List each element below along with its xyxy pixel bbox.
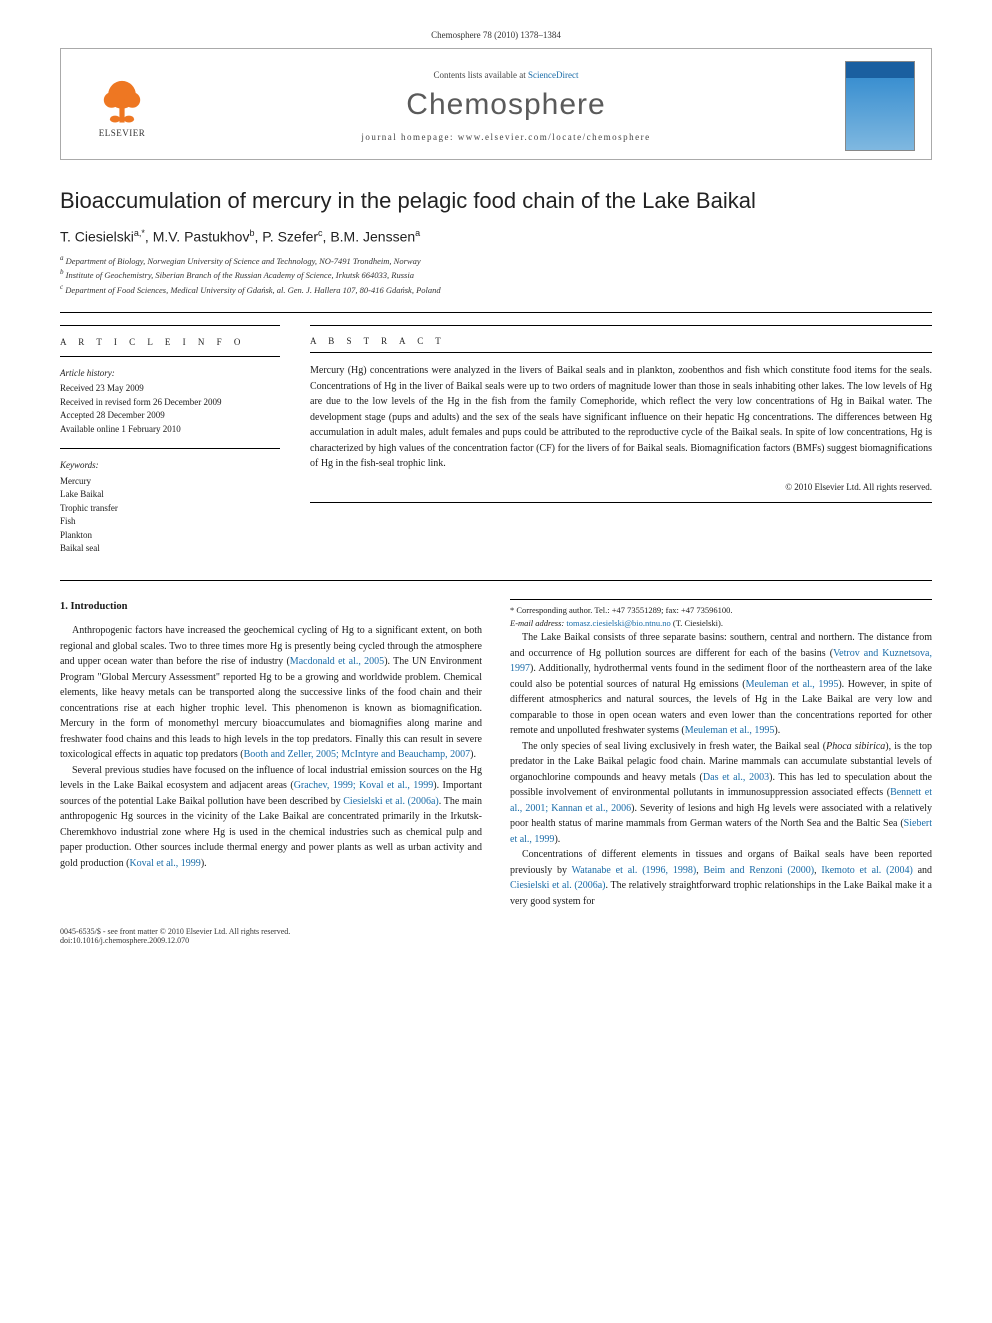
keyword: Plankton (60, 529, 280, 543)
doi-line: doi:10.1016/j.chemosphere.2009.12.070 (60, 936, 290, 945)
citation-link[interactable]: Koval et al., 1999 (129, 858, 200, 869)
affiliation-text: Department of Biology, Norwegian Univers… (66, 255, 421, 265)
body-paragraph: Anthropogenic factors have increased the… (60, 623, 482, 763)
citation-link[interactable]: Booth and Zeller, 2005; McIntyre and Bea… (244, 749, 470, 760)
author: B.M. Jenssen (330, 229, 415, 245)
affiliation: c Department of Food Sciences, Medical U… (60, 282, 932, 297)
author-aff-marker: a,* (134, 228, 145, 238)
species-name: Phoca sibirica (826, 741, 885, 752)
corresponding-author-block: * Corresponding author. Tel.: +47 735512… (510, 599, 932, 630)
body-paragraph: The Lake Baikal consists of three separa… (510, 630, 932, 739)
footer-left: 0045-6535/$ - see front matter © 2010 El… (60, 927, 290, 945)
body-paragraph: The only species of seal living exclusiv… (510, 739, 932, 848)
keyword: Baikal seal (60, 542, 280, 556)
citation-link[interactable]: Meuleman et al., 1995 (746, 679, 839, 690)
contents-prefix: Contents lists available at (434, 70, 528, 80)
affiliation: b Institute of Geochemistry, Siberian Br… (60, 267, 932, 282)
affiliation-list: a Department of Biology, Norwegian Unive… (60, 253, 932, 297)
sciencedirect-link[interactable]: ScienceDirect (528, 70, 578, 80)
citation-link[interactable]: Ciesielski et al. (2006a) (343, 796, 439, 807)
corresponding-email-link[interactable]: tomasz.ciesielski@bio.ntnu.no (566, 618, 670, 628)
journal-cover-thumbnail (845, 61, 915, 151)
email-who: (T. Ciesielski). (673, 618, 723, 628)
affiliation: a Department of Biology, Norwegian Unive… (60, 253, 932, 268)
keyword: Mercury (60, 475, 280, 489)
front-matter-line: 0045-6535/$ - see front matter © 2010 El… (60, 927, 290, 936)
section-heading-introduction: 1. Introduction (60, 599, 482, 615)
history-heading: Article history: (60, 367, 280, 381)
info-abstract-block: A R T I C L E I N F O Article history: R… (60, 312, 932, 556)
abstract-column: A B S T R A C T Mercury (Hg) concentrati… (310, 325, 932, 556)
text: and (913, 865, 932, 876)
homepage-url: www.elsevier.com/locate/chemosphere (458, 132, 651, 142)
elsevier-tree-icon (92, 74, 152, 126)
text: ). (470, 749, 476, 760)
article-body: 1. Introduction Anthropogenic factors ha… (60, 580, 932, 909)
masthead: ELSEVIER Contents lists available at Sci… (60, 48, 932, 160)
text: , (696, 865, 703, 876)
masthead-center: Contents lists available at ScienceDirec… (179, 70, 833, 142)
abstract-copyright: © 2010 Elsevier Ltd. All rights reserved… (310, 482, 932, 492)
author-aff-marker: a (415, 228, 420, 238)
article-info-heading: A R T I C L E I N F O (60, 336, 280, 350)
article-info-column: A R T I C L E I N F O Article history: R… (60, 325, 280, 556)
journal-name: Chemosphere (179, 88, 833, 122)
keywords-heading: Keywords: (60, 459, 280, 473)
text: The only species of seal living exclusiv… (522, 741, 826, 752)
keyword: Fish (60, 515, 280, 529)
affiliation-text: Department of Food Sciences, Medical Uni… (65, 285, 440, 295)
history-item: Received 23 May 2009 (60, 382, 280, 396)
author: T. Ciesielski (60, 229, 134, 245)
elsevier-logo: ELSEVIER (77, 66, 167, 146)
journal-homepage-line: journal homepage: www.elsevier.com/locat… (179, 132, 833, 142)
history-item: Received in revised form 26 December 200… (60, 396, 280, 410)
body-paragraph: Several previous studies have focused on… (60, 763, 482, 872)
author-aff-marker: c (318, 228, 323, 238)
text: ). The UN Environment Program "Global Me… (60, 656, 482, 760)
divider (310, 352, 932, 353)
running-head: Chemosphere 78 (2010) 1378–1384 (60, 30, 932, 40)
citation-link[interactable]: Ciesielski et al. (2006a) (510, 880, 606, 891)
homepage-label: journal homepage: (361, 132, 457, 142)
author-list: T. Ciesielskia,*, M.V. Pastukhovb, P. Sz… (60, 228, 932, 245)
history-list: Received 23 May 2009 Received in revised… (60, 382, 280, 436)
citation-link[interactable]: Beim and Renzoni (2000) (704, 865, 815, 876)
keyword: Trophic transfer (60, 502, 280, 516)
keyword: Lake Baikal (60, 488, 280, 502)
publisher-label: ELSEVIER (99, 128, 146, 138)
divider (310, 325, 932, 326)
text: tion. Other sources include thermal ener… (60, 842, 482, 869)
corr-phone-line: * Corresponding author. Tel.: +47 735512… (510, 604, 932, 617)
text: ). (201, 858, 207, 869)
author: M.V. Pastukhov (153, 229, 250, 245)
email-label: E-mail address: (510, 618, 564, 628)
citation-link[interactable]: Meuleman et al., 1995 (685, 725, 775, 736)
divider (310, 502, 932, 503)
article-title: Bioaccumulation of mercury in the pelagi… (60, 188, 932, 214)
text: ). (774, 725, 780, 736)
abstract-text: Mercury (Hg) concentrations were analyze… (310, 363, 932, 472)
affiliation-text: Institute of Geochemistry, Siberian Bran… (66, 270, 414, 280)
abstract-heading: A B S T R A C T (310, 336, 932, 346)
citation-link[interactable]: Grachev, 1999; Koval et al., 1999 (294, 780, 434, 791)
history-item: Accepted 28 December 2009 (60, 409, 280, 423)
contents-available-line: Contents lists available at ScienceDirec… (179, 70, 833, 80)
page-footer: 0045-6535/$ - see front matter © 2010 El… (60, 927, 932, 945)
citation-link[interactable]: Das et al., 2003 (703, 772, 769, 783)
divider (60, 448, 280, 449)
divider (60, 356, 280, 357)
author-aff-marker: b (249, 228, 254, 238)
author: P. Szefer (262, 229, 318, 245)
body-paragraph: Concentrations of different elements in … (510, 847, 932, 909)
citation-link[interactable]: Ikemoto et al. (2004) (821, 865, 912, 876)
text: ). (554, 834, 560, 845)
divider (60, 325, 280, 326)
citation-link[interactable]: Macdonald et al., 2005 (290, 656, 384, 667)
citation-link[interactable]: Watanabe et al. (1996, 1998) (572, 865, 697, 876)
history-item: Available online 1 February 2010 (60, 423, 280, 437)
